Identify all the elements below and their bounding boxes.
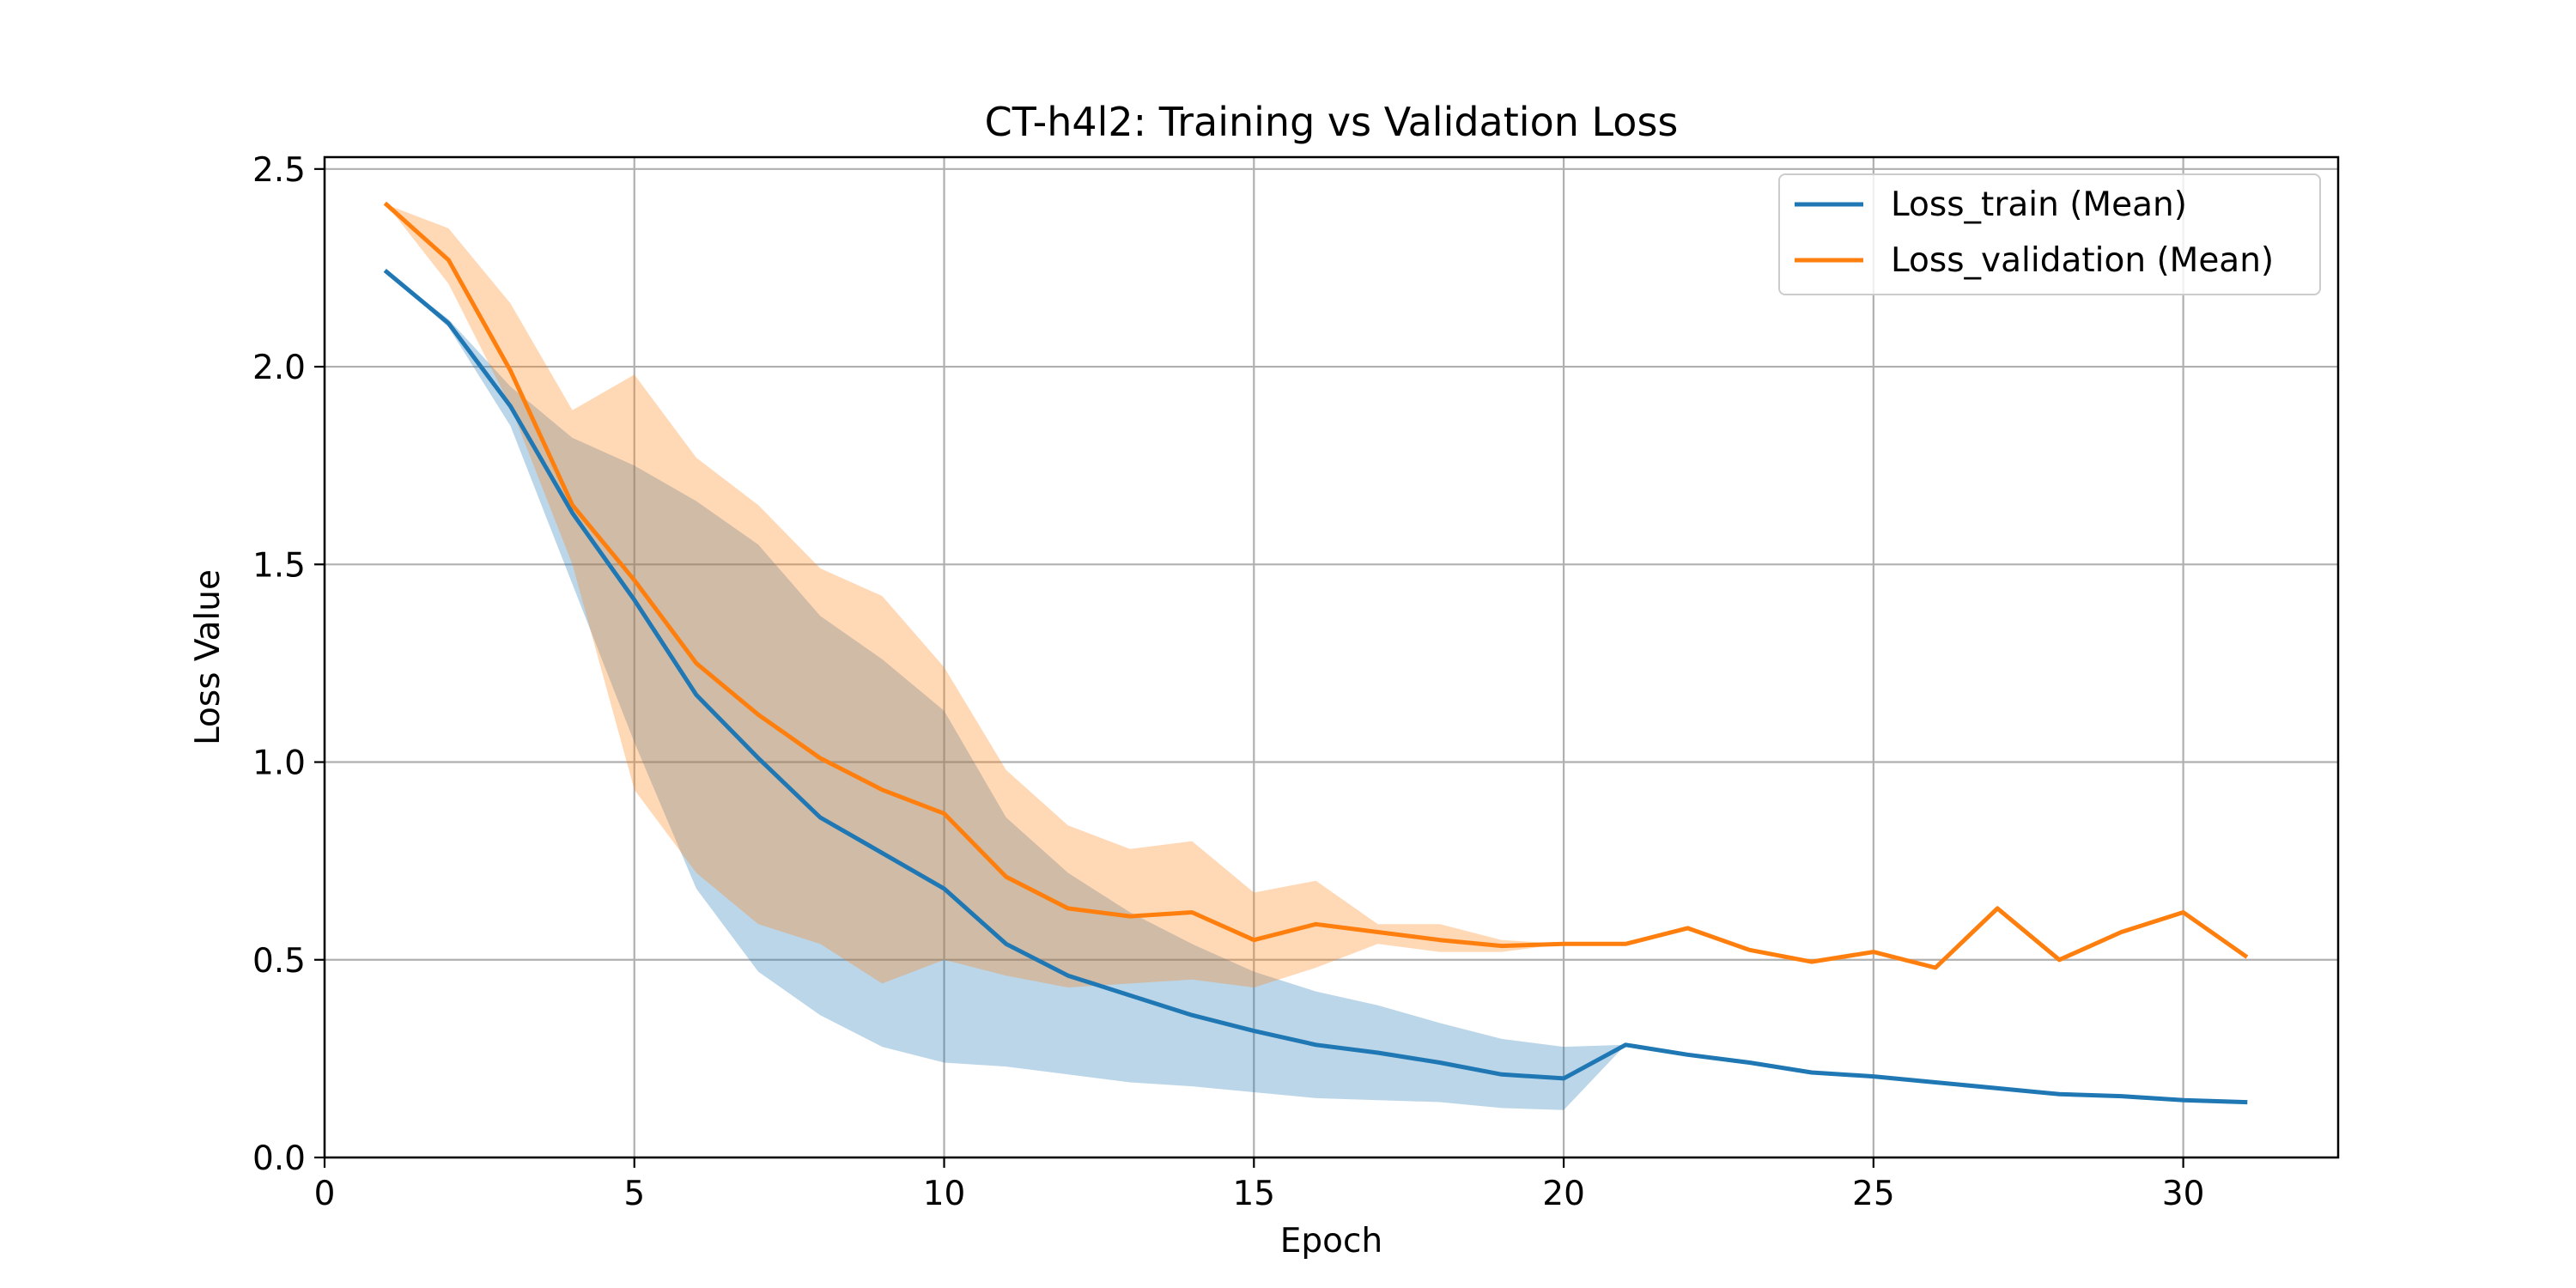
y-tick-label: 0.0 [252,1139,306,1178]
legend-label-validation: Loss_validation (Mean) [1891,241,2274,280]
y-tick-label: 1.5 [252,546,306,585]
plot-frame [323,155,2340,1159]
x-tick-label: 30 [2162,1175,2205,1213]
chart-title: CT-h4l2: Training vs Validation Loss [985,99,1679,145]
x-tick-label: 0 [314,1175,336,1213]
grid [323,157,2338,1159]
legend-label-train: Loss_train (Mean) [1891,185,2187,224]
y-tick-label: 0.5 [252,942,306,981]
validation-mean-line [383,201,2249,970]
y-tick-label: 2.0 [252,349,306,387]
train-mean-line [383,268,2248,1105]
y-tick-label: 1.0 [252,744,306,783]
x-tick-label: 10 [923,1175,966,1213]
x-tick-label: 25 [1852,1175,1895,1213]
x-tick-label: 20 [1542,1175,1585,1213]
x-tick-label: 5 [623,1175,645,1213]
x-tick-label: 15 [1232,1175,1275,1213]
y-tick-label: 2.5 [252,151,306,190]
series-lines [383,201,2249,1105]
train-std-band [386,271,1626,1110]
axis-ticks: 0 5 10 15 20 25 30 0.0 0.5 1.0 1.5 2.0 2.5 [252,151,2204,1213]
confidence-bands [386,204,1626,1110]
legend-box [1778,173,2321,295]
legend: Loss_train (Mean) Loss_validation (Mean) [1778,173,2321,295]
validation-std-band [386,204,1564,988]
y-axis-title: Loss Value [189,569,228,745]
x-axis-title: Epoch [1280,1222,1382,1261]
